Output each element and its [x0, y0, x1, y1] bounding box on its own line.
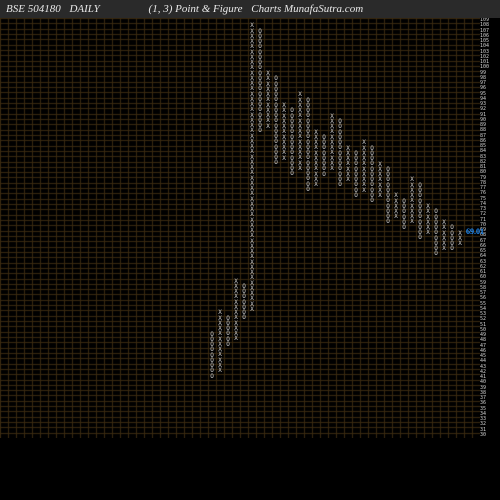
timeframe-label: DAILY	[69, 3, 99, 15]
params-label: (1, 3) Point & Figure	[149, 3, 243, 15]
symbol-label: BSE 504180	[6, 3, 61, 15]
chart-container: BSE 504180 DAILY (1, 3) Point & Figure C…	[0, 0, 500, 500]
plot-area	[0, 18, 480, 438]
last-price-label: 69.01	[466, 227, 484, 236]
chart-header: BSE 504180 DAILY (1, 3) Point & Figure C…	[0, 0, 500, 18]
grid-canvas	[0, 18, 480, 438]
brand-label: Charts MunafaSutra.com	[251, 3, 363, 15]
